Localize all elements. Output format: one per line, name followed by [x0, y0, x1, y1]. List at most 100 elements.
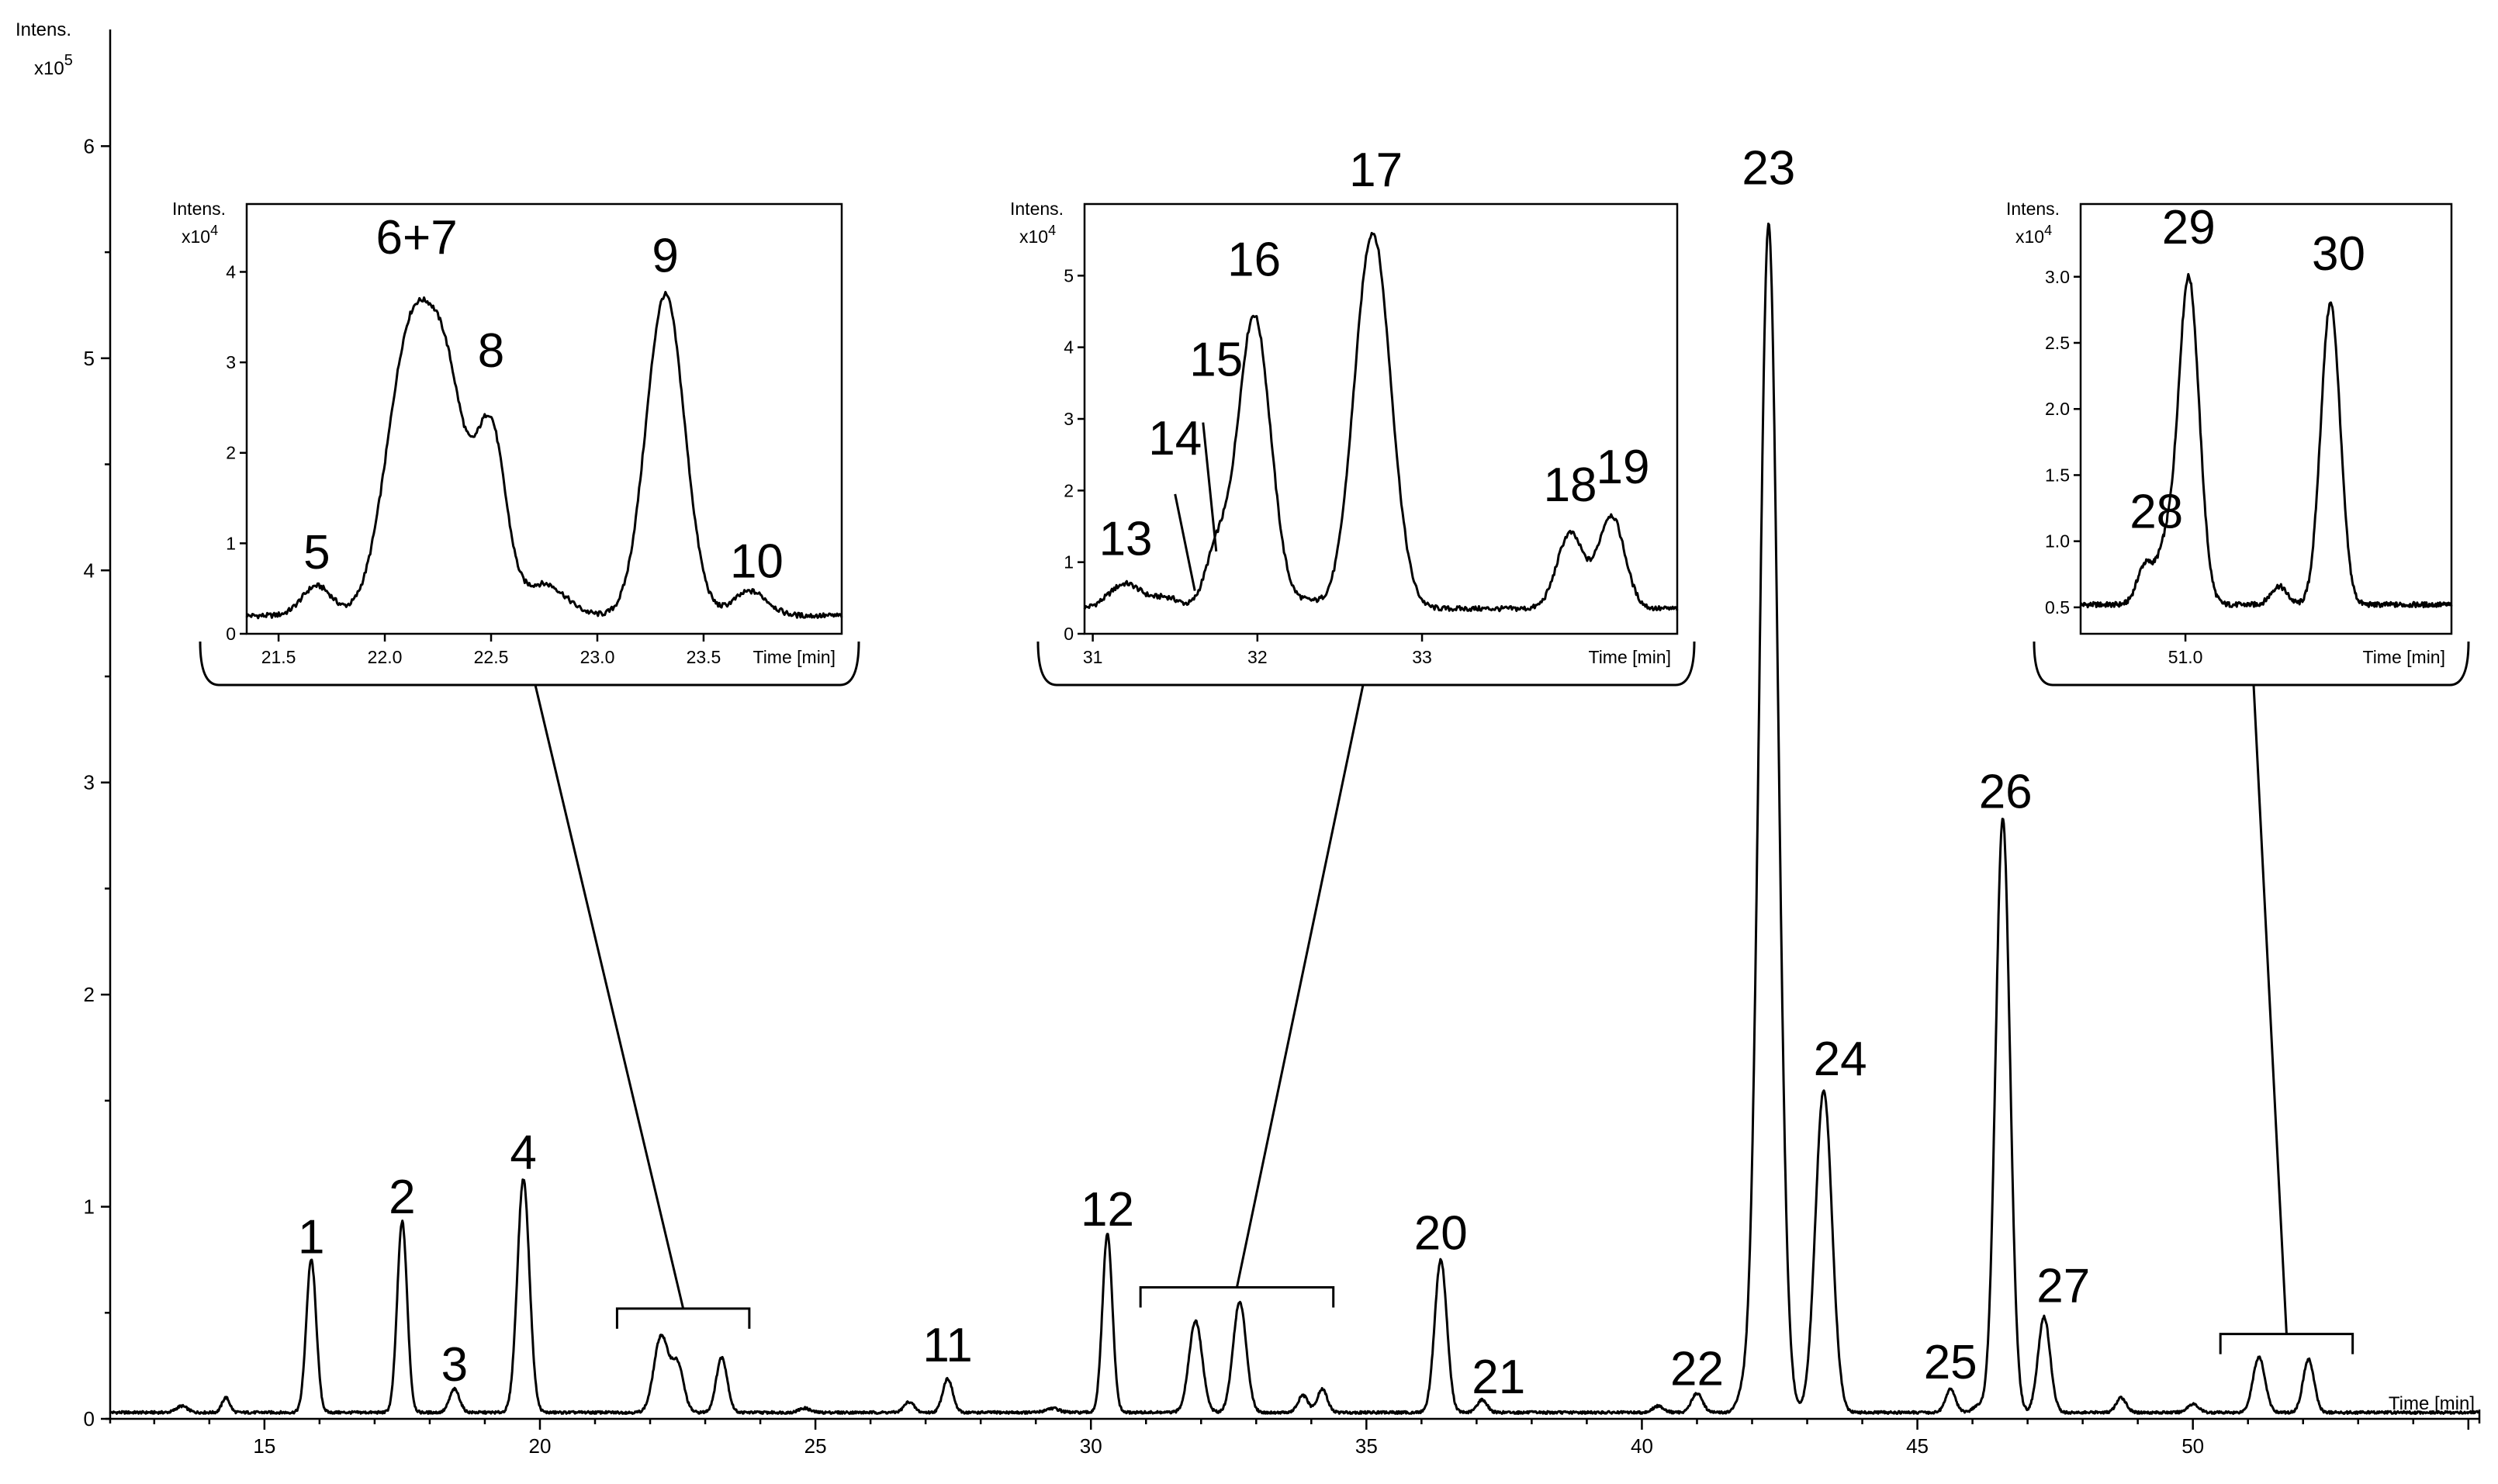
peak-label-29: 29: [2162, 201, 2216, 254]
peak-label-9: 9: [652, 229, 678, 282]
inset-y-tick-label: 3: [226, 352, 236, 372]
inset-y-axis-scale: x104: [2015, 223, 2052, 247]
y-axis-scale-exponent: 5: [64, 52, 73, 69]
peak-label-3: 3: [441, 1338, 468, 1392]
peak-label-17: 17: [1349, 144, 1403, 197]
peak-label-18: 18: [1544, 458, 1597, 512]
y-tick-label: 4: [84, 559, 95, 582]
peak-label-20: 20: [1414, 1206, 1468, 1260]
zoom-connector-3: [2252, 684, 2288, 1334]
inset-x-tick-label: 51.0: [2168, 647, 2203, 667]
inset-x-tick-label: 23.5: [687, 647, 721, 667]
inset-y-tick-label: 3: [1064, 409, 1074, 429]
inset-x-axis-label: Time [min]: [1589, 647, 1672, 667]
inset-y-tick-label: 1: [1064, 552, 1074, 572]
inset-y-tick-label: 0: [1064, 624, 1074, 644]
main-trace: [109, 222, 2480, 1415]
inset-frame: [245, 202, 843, 635]
peak-label-11: 11: [922, 1319, 972, 1372]
peak-label-28: 28: [2130, 486, 2183, 539]
x-tick-label: 30: [1080, 1434, 1102, 1458]
inset-y-axis-scale-exponent: 4: [1048, 223, 1056, 238]
inset-x-axis-label: Time [min]: [2363, 647, 2446, 667]
peak-label-24: 24: [1814, 1033, 1867, 1086]
inset-x-tick-label: 33: [1412, 647, 1432, 667]
y-tick-label: 6: [84, 134, 95, 157]
inset-x-tick-label: 22.0: [368, 647, 403, 667]
y-tick-label: 3: [84, 771, 95, 794]
inset-x-tick-label: 22.5: [474, 647, 509, 667]
peak-label-26: 26: [1979, 766, 2033, 819]
zoom-bracket-2: [1139, 1285, 1335, 1308]
peak-label-23: 23: [1742, 142, 1795, 195]
inset-y-tick-label: 1.5: [2045, 465, 2070, 485]
zoom-connector-2: [1235, 684, 1365, 1288]
peak-label-16: 16: [1227, 233, 1281, 286]
inset-y-tick-label: 3.0: [2045, 267, 2070, 287]
peak-label-4: 4: [510, 1126, 536, 1179]
inset-y-axis-scale-exponent: 4: [210, 223, 218, 238]
peak-label-22: 22: [1670, 1342, 1724, 1396]
x-tick-label: 20: [529, 1434, 552, 1458]
inset-y-axis-label: Intens.: [1010, 199, 1064, 219]
zoom-bracket-1: [615, 1307, 751, 1329]
x-tick-label: 40: [1631, 1434, 1653, 1458]
peak-label-21: 21: [1472, 1351, 1525, 1404]
inset-trace: [1083, 231, 1679, 613]
y-tick-label: 0: [84, 1407, 95, 1430]
peak-label-30: 30: [2312, 227, 2365, 281]
peak-label-27: 27: [2036, 1260, 2090, 1313]
inset-brace: [2033, 641, 2470, 687]
inset-y-tick-label: 4: [226, 261, 236, 282]
inset-x-axis-label: Time [min]: [753, 647, 836, 667]
inset-x-tick-label: 23.0: [580, 647, 615, 667]
peak-label-10: 10: [730, 535, 784, 589]
x-tick-label: 25: [804, 1434, 827, 1458]
peak-label-8: 8: [478, 324, 504, 378]
inset-y-tick-label: 2: [1064, 480, 1074, 500]
zoom-connector-1: [534, 684, 685, 1309]
peak-label-25: 25: [1924, 1336, 1977, 1389]
x-tick-label: 35: [1355, 1434, 1378, 1458]
inset-trace: [245, 290, 843, 620]
inset-trace: [2079, 272, 2453, 609]
inset-y-tick-label: 2: [226, 443, 236, 463]
inset-y-axis-label: Intens.: [2006, 199, 2060, 219]
y-tick-label: 5: [84, 347, 95, 370]
inset-x-tick-label: 31: [1083, 647, 1103, 667]
peak-label-14: 14: [1148, 412, 1202, 465]
inset-leader-line: [1202, 422, 1218, 552]
inset-y-axis-label: Intens.: [172, 199, 226, 219]
peak-label-6-7: 6+7: [376, 211, 458, 265]
peak-label-19: 19: [1596, 441, 1649, 494]
x-tick-label: 50: [2181, 1434, 2204, 1458]
peak-label-13: 13: [1099, 512, 1153, 566]
inset-1: 0 1 2 3 4 21.5 22.0 22.5 23.0 23.5 Time [min] Inten…: [172, 199, 860, 687]
zoom-connectors: [534, 684, 2288, 1334]
peak-label-15: 15: [1189, 334, 1243, 387]
inset-y-tick-label: 0: [226, 624, 236, 644]
inset-y-tick-label: 4: [1064, 337, 1074, 358]
x-tick-label: 45: [1906, 1434, 1929, 1458]
peak-label-12: 12: [1081, 1183, 1134, 1237]
inset-y-tick-label: 2.5: [2045, 333, 2070, 353]
inset-y-tick-label: 5: [1064, 265, 1074, 285]
inset-y-tick-label: 1.0: [2045, 531, 2070, 552]
zoom-bracket-3: [2219, 1333, 2354, 1354]
peak-label-1: 1: [298, 1211, 324, 1264]
inset-y-axis-scale-exponent: 4: [2044, 223, 2052, 238]
inset-frame: [2079, 202, 2453, 635]
inset-leader-line: [1174, 493, 1196, 591]
inset-x-tick-label: 21.5: [261, 647, 296, 667]
inset-brace: [199, 641, 860, 687]
peak-label-2: 2: [389, 1171, 415, 1224]
y-tick-label: 2: [84, 983, 95, 1006]
inset-3: 0.5 1.0 1.5 2.0 2.5 3.0 51.0 Time [min] Intens. x…: [2006, 199, 2470, 687]
inset-y-axis-scale: x104: [182, 223, 218, 247]
inset-x-tick-label: 32: [1247, 647, 1268, 667]
y-axis-label: Intens.: [16, 19, 71, 40]
inset-y-axis-scale: x104: [1019, 223, 1056, 247]
x-tick-label: 15: [253, 1434, 275, 1458]
